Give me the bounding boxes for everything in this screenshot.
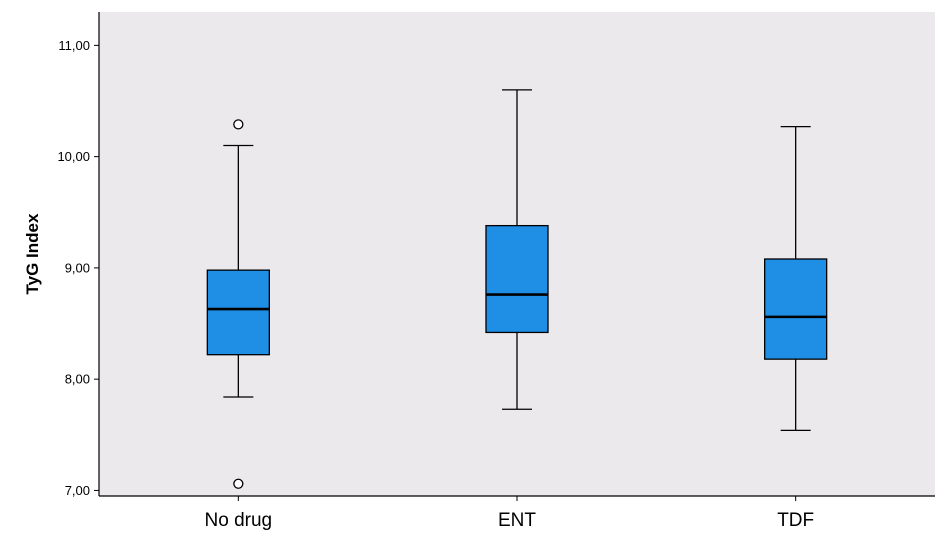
outlier-point xyxy=(233,478,244,489)
iqr-box xyxy=(764,258,828,360)
x-tick-label: ENT xyxy=(498,510,536,531)
y-tick-label: 7,00 xyxy=(65,483,90,498)
iqr-box xyxy=(485,224,549,334)
y-tick-label: 11,00 xyxy=(58,38,90,53)
box-group-tdf xyxy=(764,125,828,432)
outlier-point xyxy=(233,119,244,130)
y-tick-label: 9,00 xyxy=(65,260,90,275)
x-tick-label: No drug xyxy=(205,510,273,531)
iqr-box xyxy=(206,269,270,356)
box-group-no-drug xyxy=(206,119,270,489)
y-axis-label: TyG Index xyxy=(23,213,42,294)
x-tick-label: TDF xyxy=(777,510,814,531)
y-tick-label: 8,00 xyxy=(65,372,90,387)
box-group-ent xyxy=(485,89,549,410)
y-tick-label: 10,00 xyxy=(57,149,90,164)
